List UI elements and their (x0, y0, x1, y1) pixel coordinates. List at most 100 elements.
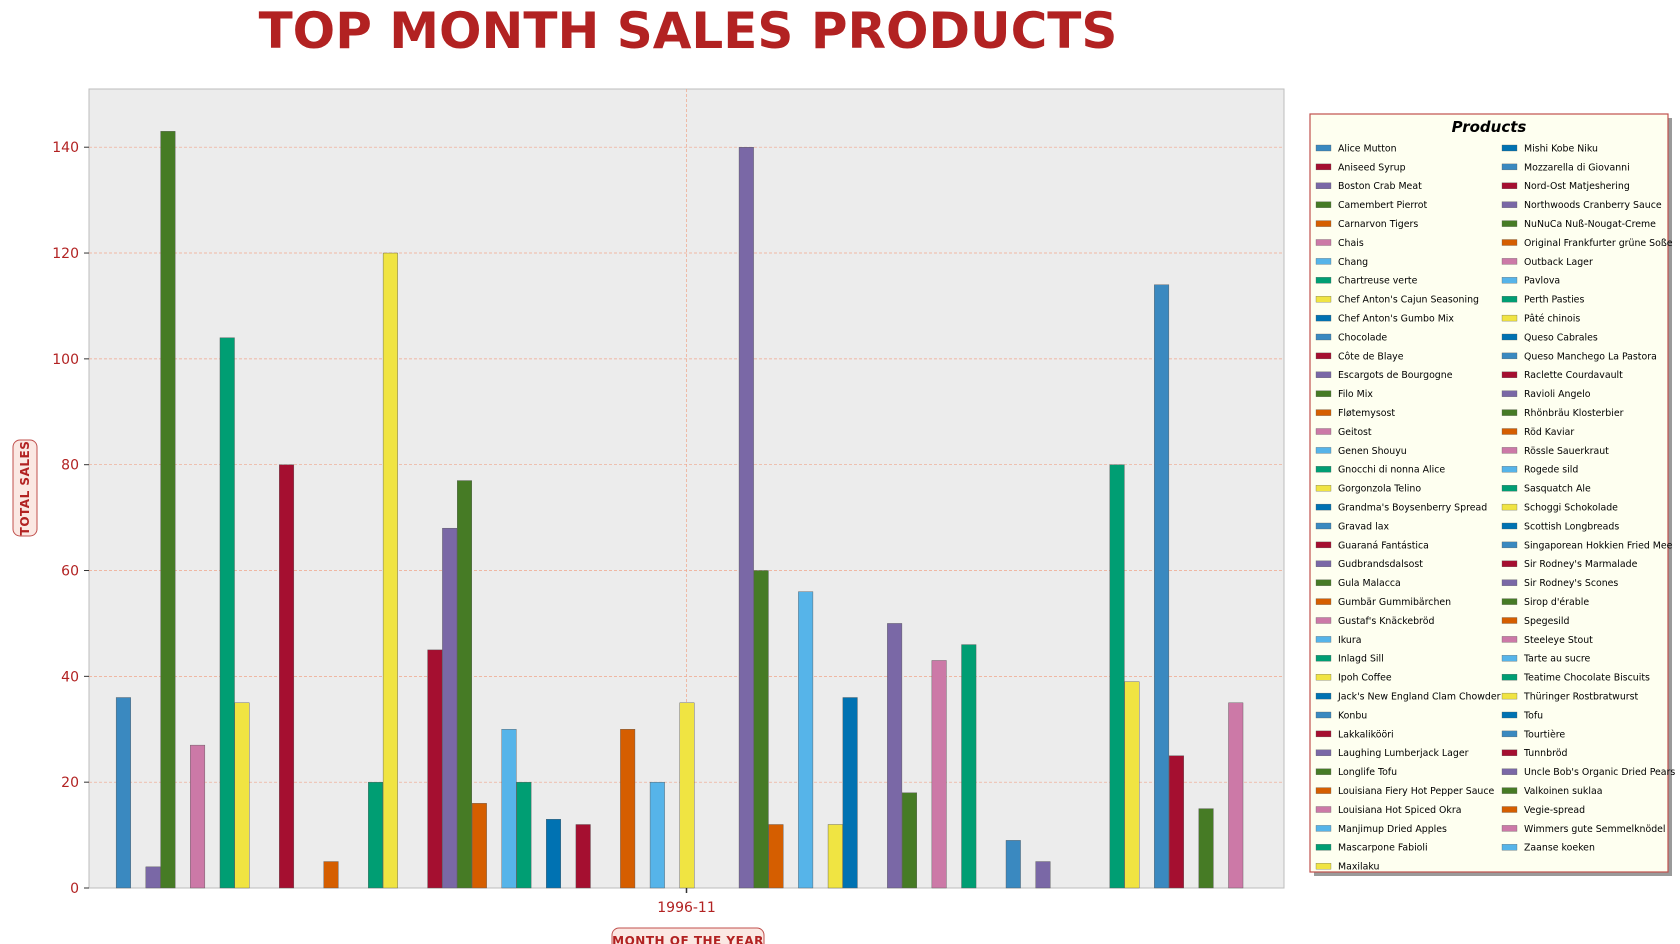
legend-label: Sasquatch Ale (1524, 484, 1591, 495)
bar (1154, 284, 1170, 889)
legend-label: Ipoh Coffee (1338, 673, 1392, 684)
legend-swatch (1315, 428, 1332, 435)
legend-label: Schoggi Schokolade (1524, 503, 1618, 514)
bar (902, 792, 917, 889)
legend-label: Konbu (1338, 710, 1367, 721)
bar (887, 623, 903, 889)
legend-label: Original Frankfurter grüne Soße (1524, 238, 1673, 249)
legend-swatch (1315, 844, 1332, 851)
legend-label: Chang (1338, 257, 1368, 268)
bar (798, 591, 814, 889)
legend-label: Inlagd Sill (1338, 654, 1384, 665)
y-tick-label: 0 (70, 881, 79, 897)
legend-swatch (1501, 428, 1518, 435)
legend-label: Gula Malacca (1338, 578, 1401, 589)
legend-swatch (1501, 522, 1518, 530)
bar (1168, 755, 1184, 889)
legend-swatch (1501, 485, 1518, 492)
legend-label: Pâté chinois (1524, 314, 1580, 325)
y-tick-label: 20 (61, 775, 79, 791)
legend-label: Uncle Bob's Organic Dried Pears (1524, 767, 1675, 778)
legend-swatch (1315, 371, 1332, 378)
bar (382, 252, 398, 889)
legend-label: Ravioli Angelo (1524, 389, 1591, 400)
legend-swatch (1501, 749, 1518, 756)
legend-label: Laughing Lumberjack Lager (1338, 748, 1469, 759)
legend-swatch (1501, 768, 1518, 775)
legend-swatch (1501, 655, 1518, 662)
legend-label: Tunnbröd (1523, 748, 1567, 759)
x-axis-label-box: MONTH OF THE YEAR (611, 927, 765, 944)
legend-label: Geitost (1338, 427, 1372, 438)
legend-label: Spegesild (1524, 616, 1569, 627)
legend-label: NuNuCa Nuß-Nougat-Creme (1524, 219, 1656, 230)
legend-label: Valkoinen suklaa (1524, 786, 1602, 797)
legend-label: Perth Pasties (1524, 295, 1584, 306)
legend-swatch (1315, 220, 1332, 227)
legend-label: Wimmers gute Semmelknödel (1524, 824, 1666, 835)
legend-label: Carnarvon Tigers (1338, 219, 1418, 230)
bar (1035, 861, 1051, 889)
legend-label: Queso Cabrales (1524, 332, 1598, 343)
y-axis-label: TOTAL SALES (18, 441, 32, 536)
legend-label: Tourtière (1523, 729, 1565, 740)
bar (115, 697, 131, 889)
legend-swatch (1501, 579, 1518, 586)
legend-swatch (1501, 144, 1518, 152)
bar (1109, 464, 1125, 889)
legend-label: Gorgonzola Telino (1338, 484, 1421, 495)
legend-swatch (1315, 447, 1332, 454)
legend-swatch (1501, 636, 1518, 643)
legend-swatch (1501, 314, 1518, 322)
legend-box (1309, 113, 1669, 873)
legend-label: Zaanse koeken (1524, 843, 1595, 854)
legend-label: Chartreuse verte (1338, 276, 1418, 287)
legend-swatch (1315, 333, 1332, 341)
legend-swatch (1501, 333, 1518, 341)
bar (323, 861, 339, 889)
legend-swatch (1501, 730, 1518, 738)
legend-swatch (1315, 163, 1332, 171)
legend-label: Louisiana Hot Spiced Okra (1338, 805, 1461, 816)
legend-swatch (1501, 692, 1518, 700)
bar (961, 644, 977, 889)
legend-swatch (1501, 787, 1518, 794)
legend-label: Côte de Blaye (1338, 351, 1404, 362)
legend-swatch (1501, 674, 1518, 681)
bar (768, 824, 784, 889)
legend-swatch (1315, 239, 1332, 246)
legend-label: Mishi Kobe Niku (1524, 143, 1598, 154)
legend-swatch (1501, 258, 1518, 265)
legend-label: Gnocchi di nonna Alice (1338, 465, 1445, 476)
legend-swatch (1315, 390, 1332, 397)
legend-label: Northwoods Cranberry Sauce (1524, 200, 1662, 211)
legend-title: Products (1452, 118, 1527, 136)
legend-label: Tarte au sucre (1523, 654, 1590, 665)
legend-swatch (1315, 503, 1332, 511)
bar (931, 660, 947, 889)
chart-title: TOP MONTH SALES PRODUCTS (259, 2, 1118, 60)
legend-label: Rogede sild (1524, 465, 1578, 476)
legend-swatch (1315, 863, 1332, 870)
bar (501, 729, 517, 889)
bar (427, 649, 443, 889)
legend-label: Chef Anton's Gumbo Mix (1338, 314, 1454, 325)
legend-label: Gumbär Gummibärchen (1338, 597, 1451, 608)
legend-swatch (1315, 409, 1332, 416)
legend-swatch (1315, 201, 1332, 208)
y-tick-label: 40 (61, 669, 79, 685)
legend-label: Aniseed Syrup (1338, 162, 1406, 173)
legend-label: Steeleye Stout (1524, 635, 1593, 646)
legend-swatch (1315, 560, 1332, 567)
legend-label: Rössle Sauerkraut (1524, 446, 1609, 457)
legend-label: Raclette Courdavault (1524, 370, 1623, 381)
bar (546, 819, 561, 889)
bar (1005, 840, 1021, 889)
legend-label: Pavlova (1524, 276, 1560, 287)
bar (279, 464, 295, 889)
bar (190, 744, 206, 889)
y-axis: 0 20 40 60 80 100 120 140 (52, 140, 89, 897)
legend-swatch (1315, 692, 1332, 700)
bar (234, 702, 250, 889)
legend-swatch (1501, 409, 1518, 416)
